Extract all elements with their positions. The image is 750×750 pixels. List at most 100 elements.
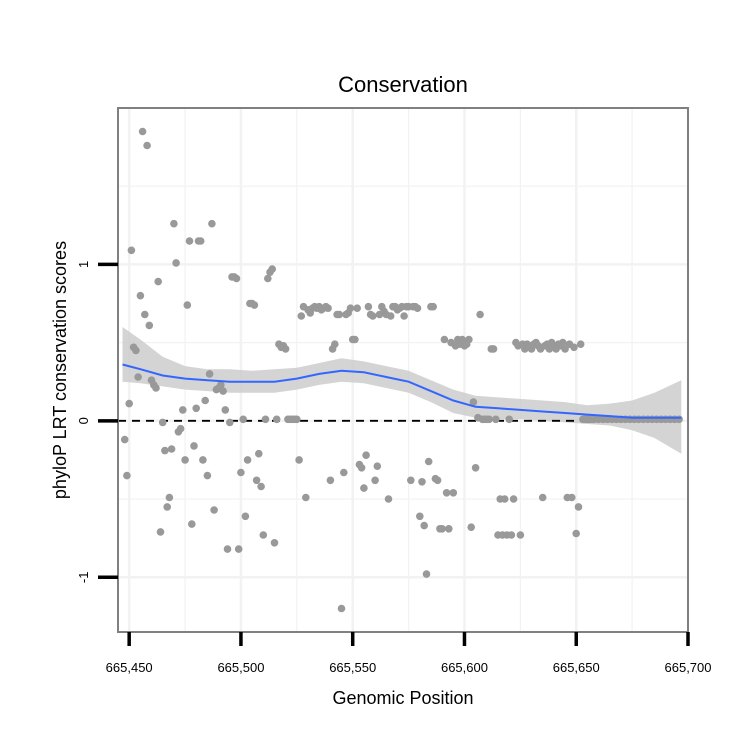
data-point (196, 237, 205, 245)
data-point (161, 446, 169, 455)
data-point (223, 545, 232, 553)
data-point (185, 237, 194, 245)
data-point (476, 310, 484, 319)
data-point (371, 476, 379, 485)
panel-border (117, 107, 689, 633)
data-point (326, 476, 335, 485)
data-point (302, 493, 310, 502)
data-point (237, 468, 245, 477)
x-tick-label: 665,500 (217, 660, 264, 675)
data-point (134, 373, 142, 381)
data-point (351, 335, 359, 344)
confidence-ribbon (122, 327, 682, 454)
data-point (324, 304, 332, 313)
data-point (400, 312, 408, 320)
data-point (125, 399, 133, 408)
data-point (152, 384, 160, 392)
data-point (127, 246, 136, 255)
data-point (141, 310, 149, 319)
y-axis: -1 0 1 (76, 261, 118, 583)
data-point (416, 512, 424, 521)
data-point (210, 506, 218, 514)
data-point (199, 456, 207, 464)
data-point (568, 493, 576, 502)
x-tick-label: 665,550 (329, 660, 376, 675)
data-point (232, 274, 241, 283)
data-point (170, 219, 178, 228)
data-point (420, 521, 429, 530)
data-point (264, 274, 272, 283)
data-point (176, 424, 185, 433)
data-point (467, 523, 476, 531)
data-point (433, 476, 442, 485)
confidence-ribbon-layer (122, 327, 682, 454)
data-point (418, 478, 426, 486)
data-point (440, 335, 449, 344)
data-point (469, 398, 478, 406)
data-point (243, 456, 252, 464)
data-point (259, 531, 268, 539)
data-point (360, 484, 368, 492)
data-point (172, 259, 180, 267)
data-point (465, 335, 473, 344)
data-point (570, 343, 578, 352)
data-point (252, 476, 261, 485)
points-layer (120, 127, 683, 613)
data-point (424, 457, 433, 466)
data-point (192, 404, 200, 413)
data-point (179, 406, 187, 414)
data-point (340, 468, 348, 477)
data-point (154, 277, 162, 286)
data-point (143, 141, 151, 150)
data-point (217, 381, 225, 389)
y-tick-label: -1 (76, 572, 91, 584)
data-point (295, 456, 303, 464)
data-point (559, 338, 567, 347)
data-point (145, 321, 154, 330)
data-point (163, 503, 171, 511)
data-point (449, 489, 458, 497)
data-point (429, 302, 438, 311)
data-point (337, 604, 346, 613)
data-point (438, 525, 446, 533)
data-point (181, 456, 189, 464)
data-point (485, 415, 493, 424)
data-point (268, 265, 277, 273)
data-point (234, 545, 243, 553)
data-point (516, 531, 525, 539)
data-point (293, 415, 301, 424)
data-point (221, 406, 230, 414)
data-point (442, 489, 451, 497)
data-point (386, 312, 395, 320)
data-point (675, 415, 683, 424)
y-axis-label: phyloP LRT conservation scores (50, 241, 70, 499)
data-point (183, 301, 192, 309)
smooth-line-layer (122, 363, 682, 419)
data-point (500, 495, 509, 503)
data-point (241, 512, 250, 521)
data-point (270, 539, 279, 547)
data-point (205, 370, 214, 378)
data-point (239, 415, 247, 424)
data-point (362, 451, 370, 460)
data-point (335, 310, 344, 319)
data-point (471, 464, 480, 472)
data-point (123, 471, 131, 480)
smooth-line (122, 363, 682, 419)
data-point (250, 301, 259, 309)
x-axis: 665,450 665,500 665,550 665,600 665,650 665,7… (106, 632, 712, 675)
data-point (120, 435, 129, 444)
data-point (132, 346, 140, 355)
data-point (158, 418, 167, 427)
data-point (384, 495, 393, 503)
data-point (261, 415, 270, 424)
x-tick-label: 665,600 (441, 660, 488, 675)
data-point (492, 415, 500, 424)
chart-title: Conservation (338, 72, 468, 97)
data-point (353, 304, 362, 313)
data-point (445, 525, 453, 533)
x-tick-label: 665,700 (665, 660, 712, 675)
data-point (272, 415, 281, 424)
data-point (373, 462, 382, 471)
x-tick-label: 665,450 (106, 660, 153, 675)
